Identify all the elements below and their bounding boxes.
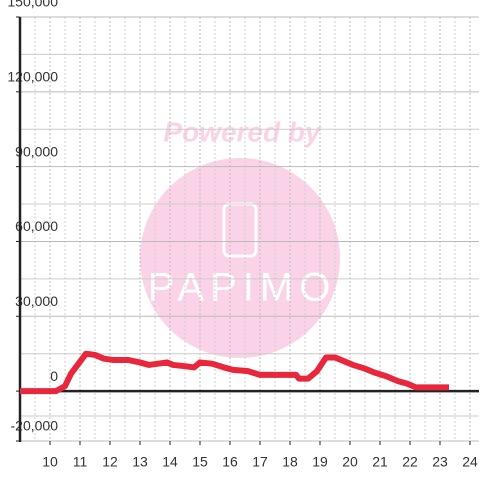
x-tick-label: 11 [73, 454, 88, 470]
x-tick-label: 18 [282, 454, 298, 470]
y-tick-label: -20,000 [11, 418, 59, 434]
x-tick-label: 13 [132, 454, 148, 470]
x-tick-label: 24 [462, 454, 478, 470]
x-tick-label: 19 [312, 454, 328, 470]
x-tick-label: 22 [402, 454, 418, 470]
line-series [20, 350, 449, 395]
x-tick-label: 15 [192, 454, 208, 470]
x-tick-label: 20 [342, 454, 358, 470]
y-tick-label: 60,000 [15, 218, 58, 234]
watermark: Powered by PAPIMO [140, 116, 340, 358]
y-tick-label: 90,000 [15, 143, 58, 159]
watermark-caption: Powered by [163, 116, 322, 147]
y-tick-label: 0 [50, 368, 58, 384]
x-tick-label: 14 [162, 454, 178, 470]
watermark-circle [140, 158, 340, 358]
y-tick-label: 120,000 [7, 69, 58, 85]
x-tick-label: 16 [222, 454, 238, 470]
x-tick-label: 12 [102, 454, 118, 470]
x-tick-label: 23 [432, 454, 448, 470]
x-tick-label: 10 [42, 454, 58, 470]
x-tick-label: 17 [252, 454, 268, 470]
y-tick-label: 30,000 [15, 293, 58, 309]
watermark-brand: PAPIMO [148, 266, 337, 310]
x-tick-label: 21 [372, 454, 388, 470]
y-tick-label: 150,000 [7, 0, 58, 10]
